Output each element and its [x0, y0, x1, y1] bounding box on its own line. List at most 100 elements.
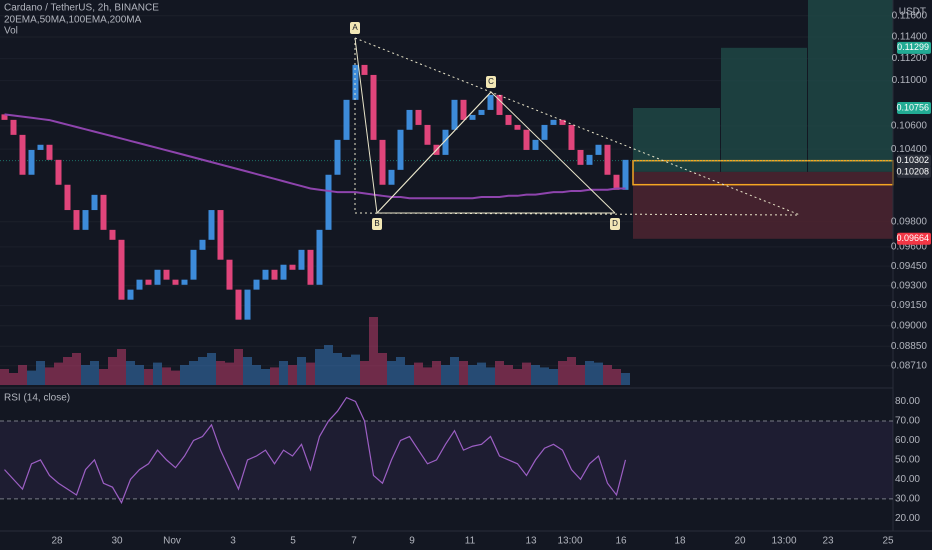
rsi-line: [4, 396, 627, 505]
candle: [460, 99, 467, 120]
rsi-band-fill: [0, 420, 893, 499]
volume-label: Vol: [4, 26, 18, 37]
candle: [73, 210, 80, 230]
candle: [442, 129, 449, 155]
candle: [613, 174, 620, 190]
volume-bar: [324, 345, 333, 385]
volume-bar: [288, 365, 297, 385]
x-tick-label: 23: [822, 536, 834, 547]
candle: [181, 279, 188, 285]
volume-bar: [108, 357, 117, 385]
ma-line: [4, 113, 626, 200]
currency: USDT: [899, 7, 926, 18]
candle: [595, 144, 602, 155]
price-tag: 0.11299: [897, 42, 929, 52]
x-tick-label: 11: [465, 536, 476, 547]
price-tag-bg: [897, 101, 931, 114]
pattern-label: D: [612, 219, 618, 228]
volume-bar: [333, 353, 342, 385]
candle: [262, 269, 269, 280]
volume-bar: [351, 354, 360, 385]
candle: [514, 124, 521, 130]
volume-bar: [216, 361, 225, 385]
candle: [586, 154, 593, 165]
candle: [82, 210, 89, 230]
volume-bar: [369, 317, 378, 385]
y-tick-label: 0.11200: [892, 53, 928, 64]
volume-bar: [189, 361, 198, 385]
volume-bar: [585, 361, 594, 385]
candle: [307, 249, 314, 285]
volume-bar: [477, 362, 486, 385]
volume-bar: [234, 349, 243, 385]
volume-bar: [153, 362, 162, 385]
candle: [334, 139, 341, 175]
candle: [280, 264, 287, 280]
volume-bar: [225, 362, 234, 385]
price-tag-bg: [897, 41, 931, 54]
candle: [487, 94, 494, 110]
candle: [388, 169, 395, 185]
y-tick-label: 0.09800: [891, 216, 928, 227]
candle: [100, 194, 107, 230]
volume-bar: [171, 370, 180, 385]
y-tick-label: 0.11600: [892, 10, 928, 21]
candle: [28, 149, 35, 175]
candle: [217, 210, 224, 260]
candle: [127, 289, 134, 300]
candle: [505, 114, 512, 125]
volume-bar: [432, 361, 441, 385]
candle: [352, 64, 359, 100]
x-tick-label: 30: [111, 536, 123, 547]
candle: [253, 279, 260, 290]
volume-bar: [207, 353, 216, 385]
candle: [379, 139, 386, 185]
x-tick-label: 16: [615, 536, 627, 547]
candle: [226, 259, 233, 290]
volume-bar: [54, 362, 63, 385]
volume-bar: [522, 362, 531, 385]
volume-bar: [396, 357, 405, 385]
pattern-label-bg: [350, 22, 360, 34]
rsi-tick-label: 20.00: [895, 513, 920, 524]
x-tick-label: 9: [409, 536, 415, 547]
price-axis: 0.11600 0.11400 0.11200 0.11000 0.10600 0.104…: [891, 10, 931, 371]
candle: [64, 184, 71, 211]
target-box: [633, 107, 720, 172]
candle: [397, 129, 404, 170]
candle: [118, 239, 125, 300]
candle: [55, 159, 62, 185]
rsi-tick-label: 40.00: [895, 474, 920, 485]
y-tick-label: 0.11400: [892, 32, 928, 43]
volume-bar: [198, 357, 207, 385]
volume-bar: [378, 353, 387, 385]
pattern-label: A: [352, 23, 358, 32]
volume-bar: [315, 349, 324, 385]
price-tag: 0.10208: [896, 166, 929, 176]
candle: [559, 119, 566, 125]
candle: [289, 264, 296, 270]
volume-bar: [252, 365, 261, 385]
volume-bar: [243, 357, 252, 385]
volume-bar: [261, 369, 270, 385]
candle: [172, 279, 179, 285]
candle: [10, 119, 17, 135]
candle: [37, 144, 44, 150]
volume-bar: [297, 357, 306, 385]
volume-bar: [279, 361, 288, 385]
candle: [523, 129, 530, 150]
x-tick-label: 7: [351, 536, 357, 547]
x-tick-label: 3: [230, 536, 236, 547]
candle: [424, 124, 431, 145]
volume-bar: [117, 349, 126, 385]
volume-bar: [594, 362, 603, 385]
candle: [622, 159, 629, 190]
volume-bar: [540, 367, 549, 385]
price-tag-bg: [897, 165, 931, 178]
volume-bar: [495, 361, 504, 385]
volume-bar: [180, 365, 189, 385]
y-tick-label: 0.08850: [891, 341, 928, 352]
candle: [361, 64, 368, 75]
volume-bar: [270, 367, 279, 385]
y-tick-label: 0.09600: [891, 242, 928, 253]
